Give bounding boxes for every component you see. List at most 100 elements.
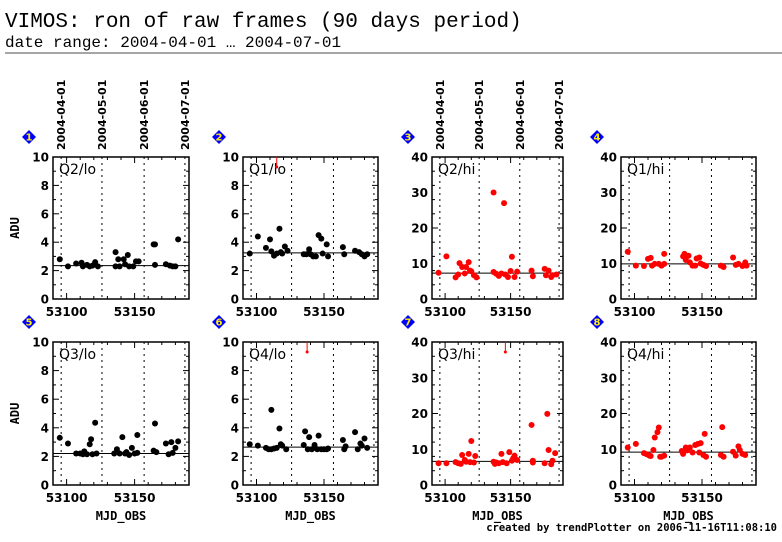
data-point <box>302 428 309 435</box>
data-point <box>435 269 442 276</box>
data-point <box>529 273 536 280</box>
data-point <box>284 247 291 254</box>
page-title: VIMOS: ron of raw frames (90 days period… <box>5 11 522 34</box>
data-point <box>64 263 71 270</box>
data-point <box>661 250 668 257</box>
data-point <box>544 410 551 417</box>
y-tick-label: 10 <box>411 443 428 457</box>
data-point <box>276 425 283 432</box>
y-tick-label: 0 <box>420 479 428 493</box>
y-tick-label: 0 <box>420 293 428 307</box>
data-point <box>339 436 346 443</box>
panel-label: Q1/lo <box>249 162 286 178</box>
date-range-subtitle: date range: 2004-04-01 … 2004-07-01 <box>5 34 341 52</box>
data-point <box>504 273 511 280</box>
y-tick-label: 20 <box>411 222 428 236</box>
offscale-point <box>305 350 309 354</box>
data-point <box>318 235 325 242</box>
panel-8: 8 0 10 20 30 40 53100 53150 Q4/hi MJD_OBS <box>590 315 757 524</box>
plot-frame <box>52 341 190 486</box>
data-point <box>175 438 182 445</box>
data-point <box>152 261 158 268</box>
x-tick-label: 53150 <box>490 491 532 505</box>
data-point <box>455 271 462 278</box>
data-point <box>507 267 514 274</box>
offscale-point <box>275 165 279 169</box>
y-tick-label: 20 <box>600 222 617 236</box>
date-marker-label: 2004-07-01 <box>179 80 192 150</box>
y-tick-label: 30 <box>411 186 428 200</box>
y-tick-label: 10 <box>411 257 428 271</box>
data-point <box>153 449 160 456</box>
x-tick-label: 53150 <box>303 491 345 505</box>
data-point <box>341 251 348 258</box>
data-point <box>120 256 127 263</box>
data-point <box>685 252 692 259</box>
panel-label: Q4/lo <box>249 347 286 363</box>
panel-label: Q3/hi <box>438 347 475 363</box>
data-point <box>640 262 647 269</box>
y-tick-label: 6 <box>231 393 239 407</box>
x-tick-label: 53150 <box>681 491 723 505</box>
data-point <box>503 460 510 467</box>
data-point <box>135 258 142 265</box>
y-tick-label: 10 <box>222 151 239 165</box>
offscale-point <box>503 350 507 354</box>
x-tick-label: 53150 <box>114 305 156 319</box>
x-tick-label: 53150 <box>681 305 723 319</box>
date-marker-label: 2004-04-01 <box>434 80 447 150</box>
date-marker-label: 2004-06-01 <box>138 80 151 150</box>
data-point <box>319 250 326 257</box>
panel-number: 2 <box>216 133 223 144</box>
x-axis-label: MJD_OBS <box>472 509 523 524</box>
panel-number-badge <box>22 315 36 329</box>
data-point <box>56 434 63 441</box>
data-point <box>352 429 359 436</box>
y-tick-label: 8 <box>231 364 239 378</box>
y-tick-label: 30 <box>411 371 428 385</box>
data-point <box>624 444 631 451</box>
y-tick-label: 0 <box>41 293 49 307</box>
data-point <box>116 263 123 270</box>
x-tick-label: 53100 <box>46 305 88 319</box>
data-point <box>743 262 750 269</box>
data-point <box>542 272 549 279</box>
data-point <box>719 424 726 431</box>
x-tick-label: 53100 <box>614 305 656 319</box>
y-tick-label: 40 <box>411 151 428 165</box>
data-point <box>94 263 101 270</box>
data-point <box>92 259 99 266</box>
x-tick-label: 53150 <box>490 305 532 319</box>
data-point <box>514 456 521 463</box>
data-point <box>720 453 727 460</box>
y-tick-label: 2 <box>41 450 49 464</box>
y-tick-label: 6 <box>231 207 239 221</box>
y-tick-label: 8 <box>41 364 49 378</box>
y-tick-label: 6 <box>41 393 49 407</box>
panel-number: 6 <box>216 318 223 329</box>
data-point <box>134 431 141 438</box>
panel-1: 1 2004-04-01 2004-05-01 2004-06-01 2004-07-0… <box>8 80 192 319</box>
x-tick-label: 53100 <box>236 305 278 319</box>
data-point <box>651 434 658 441</box>
x-axis-label: MJD_OBS <box>96 509 147 524</box>
plot-frame <box>620 341 757 486</box>
data-point <box>689 449 696 456</box>
data-point <box>545 267 552 274</box>
data-point <box>692 262 699 269</box>
panel-number-badge <box>22 130 36 144</box>
panel-number-badge <box>212 130 226 144</box>
data-point <box>116 450 123 457</box>
plot-frame <box>620 156 757 300</box>
y-tick-label: 10 <box>32 151 49 165</box>
y-tick-label: 30 <box>600 371 617 385</box>
data-point <box>654 429 661 436</box>
panel-number-badge <box>212 315 226 329</box>
y-tick-label: 20 <box>600 407 617 421</box>
data-point <box>325 445 332 452</box>
data-point <box>680 450 687 457</box>
data-point <box>501 200 508 207</box>
y-axis-label: ADU <box>8 217 22 239</box>
data-point <box>279 250 286 257</box>
